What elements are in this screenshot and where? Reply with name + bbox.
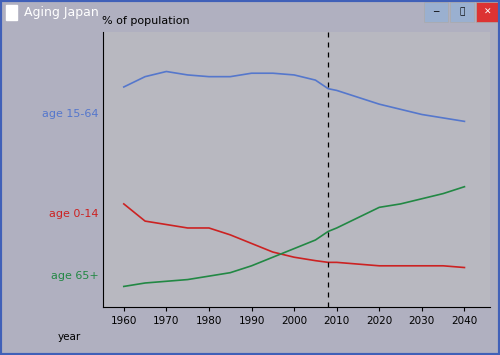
Text: age 0-14: age 0-14	[49, 209, 98, 219]
Bar	[6, 5, 17, 20]
Text: age 15-64: age 15-64	[42, 109, 98, 120]
Text: ─: ─	[434, 7, 438, 17]
Text: ✕: ✕	[484, 7, 492, 17]
Text: ⬜: ⬜	[460, 7, 464, 17]
Text: age 65+: age 65+	[51, 271, 98, 281]
Text: Aging Japan: Aging Japan	[24, 6, 99, 18]
Bar	[476, 2, 500, 22]
Text: % of population: % of population	[102, 16, 190, 26]
Text: year: year	[58, 332, 81, 342]
Bar	[424, 2, 448, 22]
Bar	[450, 2, 474, 22]
